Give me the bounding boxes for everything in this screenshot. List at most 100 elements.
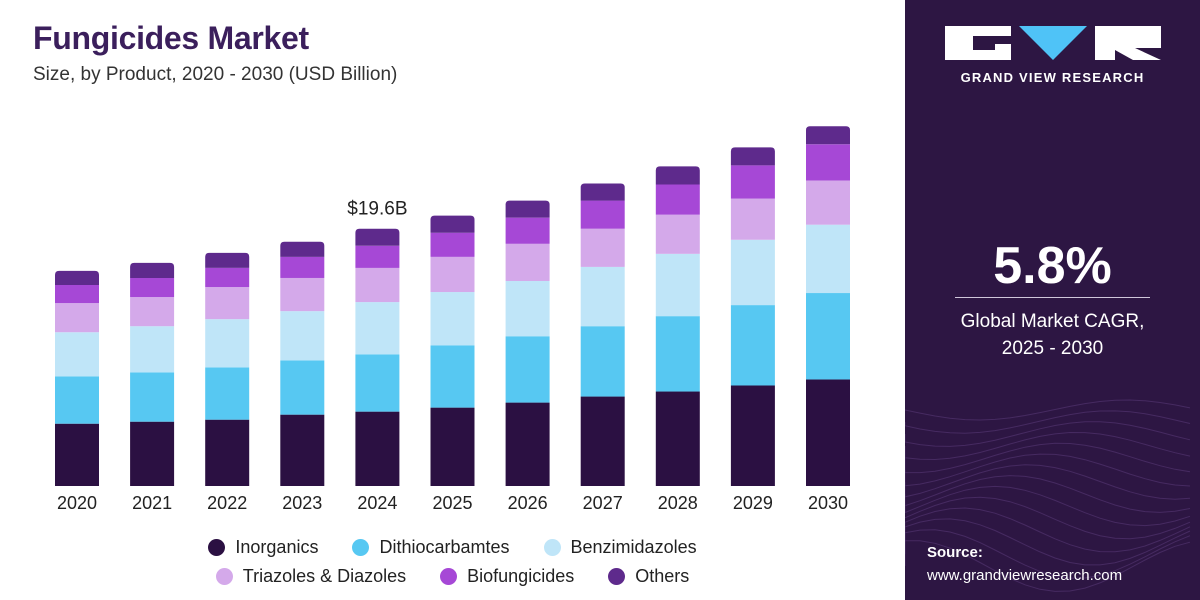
source-link[interactable]: www.grandviewresearch.com: [927, 567, 1123, 584]
legend-row-2: Triazoles & Diazoles Biofungicides Other…: [0, 566, 905, 587]
bar-segment-others-2030: [806, 126, 850, 145]
wave-line: [905, 485, 1191, 527]
bar-segment-triazoles-diazoles-2029: [730, 198, 775, 240]
x-tick-label-2028: 2028: [658, 493, 698, 513]
legend-swatch-biofungicides: [440, 568, 458, 585]
x-tick-label-2026: 2026: [508, 493, 548, 513]
legend-swatch-others: [608, 568, 626, 585]
wave-line: [905, 475, 1191, 513]
legend-item-triazoles-diazoles: Triazoles & Diazoles: [215, 566, 407, 587]
bar-segment-biofungicides-2027: [580, 200, 625, 229]
legend-item-biofungicides: Biofungicides: [440, 566, 574, 587]
bars-layer: [55, 126, 850, 486]
bar-segment-others-2028: [655, 166, 700, 185]
x-tick-label-2027: 2027: [583, 493, 623, 513]
legend-item-dithiocarbamtes: Dithiocarbamtes: [352, 537, 510, 558]
x-tick-label-2020: 2020: [57, 493, 97, 513]
bar-segment-benzimidazoles-2022: [205, 319, 250, 368]
bar-segment-dithiocarbamtes-2029: [730, 305, 775, 386]
bar-segment-triazoles-diazoles-2028: [655, 214, 700, 254]
bar-segment-others-2021: [130, 262, 175, 278]
bar-segment-others-2025: [430, 215, 475, 233]
cagr-value: 5.8%: [993, 237, 1112, 295]
bar-segment-dithiocarbamtes-2021: [130, 372, 175, 422]
bar-segment-biofungicides-2023: [280, 256, 325, 278]
legend-label-triazoles-diazoles: Triazoles & Diazoles: [242, 566, 407, 586]
grand-view-research-logo: [945, 26, 1161, 60]
bar-segment-triazoles-diazoles-2020: [55, 303, 99, 333]
bar-segment-inorganics-2022: [205, 419, 250, 486]
x-tick-label-2023: 2023: [282, 493, 322, 513]
bar-segment-benzimidazoles-2020: [55, 332, 99, 377]
bar-segment-triazoles-diazoles-2030: [806, 180, 850, 225]
cagr-label-line-2: 2025 - 2030: [1001, 338, 1104, 359]
bar-segment-inorganics-2020: [55, 423, 99, 486]
wave-line: [905, 518, 1191, 566]
sidebar-panel: GRAND VIEW RESEARCH 5.8% Global Market C…: [905, 0, 1200, 600]
bar-segment-others-2027: [580, 183, 625, 201]
logo-mark-v: [1019, 26, 1087, 60]
legend-label-benzimidazoles: Benzimidazoles: [570, 537, 697, 557]
bar-segment-triazoles-diazoles-2027: [580, 228, 625, 267]
bar-segment-triazoles-diazoles-2024: [355, 267, 400, 303]
bar-segment-benzimidazoles-2024: [355, 302, 400, 355]
bar-segment-dithiocarbamtes-2028: [655, 316, 700, 392]
wave-line: [905, 453, 1191, 487]
brand-name: GRAND VIEW RESEARCH: [960, 70, 1145, 85]
legend-item-others: Others: [608, 566, 689, 587]
bar-segment-inorganics-2025: [430, 407, 475, 486]
bar-segment-dithiocarbamtes-2025: [430, 345, 475, 408]
bar-segment-benzimidazoles-2025: [430, 292, 475, 346]
labels-layer: 2020 2021 2022 2023 2024 $19.6B 2025 2026 2027 20…: [57, 199, 848, 513]
chart-area: 2020 2021 2022 2023 2024 $19.6B 2025 2026 2027 20…: [55, 126, 850, 513]
bar-segment-inorganics-2027: [580, 396, 625, 486]
bar-segment-dithiocarbamtes-2020: [55, 376, 99, 424]
wave-line: [905, 431, 1191, 461]
wave-line: [905, 507, 1191, 553]
chart-title: Fungicides Market: [33, 20, 309, 56]
bar-segment-triazoles-diazoles-2022: [205, 287, 250, 320]
legend-label-inorganics: Inorganics: [235, 537, 319, 557]
bar-segment-inorganics-2023: [280, 414, 325, 486]
bar-segment-others-2029: [730, 147, 775, 166]
bar-segment-benzimidazoles-2026: [505, 280, 550, 337]
legend-swatch-dithiocarbamtes: [352, 539, 370, 556]
bar-segment-biofungicides-2021: [130, 277, 175, 298]
bar-segment-others-2020: [55, 270, 99, 285]
bar-segment-triazoles-diazoles-2021: [130, 297, 175, 327]
bar-segment-inorganics-2028: [655, 391, 700, 486]
legend-swatch-inorganics: [208, 539, 226, 556]
cagr-label: Global Market CAGR, 2025 - 2030: [905, 308, 1200, 362]
bar-segment-dithiocarbamtes-2030: [806, 293, 850, 380]
bar-segment-benzimidazoles-2030: [806, 224, 850, 294]
legend-swatch-triazoles-diazoles: [215, 568, 233, 585]
bar-segment-others-2024: [355, 228, 400, 246]
wave-line: [905, 464, 1191, 500]
logo-mark-g: [945, 26, 1011, 60]
x-tick-label-2022: 2022: [207, 493, 247, 513]
bar-segment-inorganics-2030: [806, 379, 850, 486]
bar-segment-dithiocarbamtes-2027: [580, 326, 625, 397]
bar-segment-biofungicides-2026: [505, 217, 550, 244]
x-tick-label-2021: 2021: [132, 493, 172, 513]
bar-segment-benzimidazoles-2021: [130, 326, 175, 373]
bar-segment-dithiocarbamtes-2022: [205, 367, 250, 420]
cagr-label-line-1: Global Market CAGR,: [960, 311, 1145, 332]
x-tick-label-2030: 2030: [808, 493, 848, 513]
wave-line: [905, 399, 1191, 421]
bar-segment-triazoles-diazoles-2023: [280, 277, 325, 312]
bar-segment-inorganics-2021: [130, 421, 175, 486]
bar-segment-inorganics-2029: [730, 385, 775, 486]
chart-subtitle: Size, by Product, 2020 - 2030 (USD Billi…: [33, 64, 398, 85]
bar-segment-inorganics-2024: [355, 411, 400, 486]
bar-segment-biofungicides-2025: [430, 232, 475, 257]
bar-segment-others-2023: [280, 241, 325, 257]
x-tick-label-2029: 2029: [733, 493, 773, 513]
legend-label-others: Others: [635, 566, 690, 586]
bar-segment-benzimidazoles-2027: [580, 266, 625, 327]
legend-row-1: Inorganics Dithiocarbamtes Benzimidazole…: [0, 537, 905, 558]
wave-pattern-background: [905, 399, 1191, 592]
bar-segment-biofungicides-2030: [806, 144, 850, 181]
legend-item-benzimidazoles: Benzimidazoles: [543, 537, 697, 558]
bar-segment-dithiocarbamtes-2024: [355, 354, 400, 412]
